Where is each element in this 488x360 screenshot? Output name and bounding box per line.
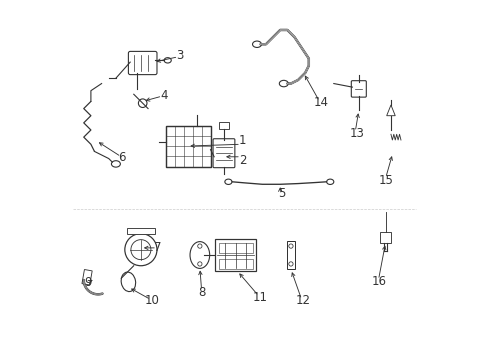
Text: 4: 4: [160, 89, 167, 102]
Circle shape: [288, 262, 292, 266]
Circle shape: [197, 244, 202, 248]
Text: 14: 14: [313, 96, 328, 109]
Polygon shape: [386, 105, 394, 116]
Text: 15: 15: [378, 174, 393, 186]
FancyBboxPatch shape: [128, 51, 157, 75]
Text: 1: 1: [239, 134, 246, 147]
Bar: [165, 126, 210, 167]
Ellipse shape: [121, 272, 135, 292]
Circle shape: [124, 234, 157, 266]
Text: 16: 16: [371, 275, 386, 288]
Bar: [380, 232, 390, 243]
Text: 8: 8: [198, 286, 205, 299]
Text: 7: 7: [154, 241, 162, 255]
Ellipse shape: [190, 242, 209, 269]
Text: 11: 11: [253, 291, 267, 304]
Ellipse shape: [279, 80, 287, 87]
Bar: [218, 243, 252, 253]
Text: 9: 9: [84, 276, 92, 289]
Bar: [286, 241, 295, 269]
Text: 10: 10: [144, 294, 160, 307]
Text: 3: 3: [176, 49, 183, 62]
Text: 12: 12: [295, 294, 310, 307]
Ellipse shape: [252, 41, 261, 48]
Bar: [126, 228, 155, 234]
Bar: [82, 270, 92, 285]
Text: 2: 2: [239, 154, 246, 167]
Text: 5: 5: [278, 187, 285, 200]
Bar: [218, 258, 252, 269]
Circle shape: [197, 262, 202, 266]
Bar: [218, 122, 229, 129]
Bar: [215, 239, 256, 271]
Circle shape: [131, 240, 151, 260]
FancyBboxPatch shape: [350, 81, 366, 97]
Bar: [165, 126, 210, 167]
Circle shape: [288, 244, 292, 248]
FancyBboxPatch shape: [213, 139, 234, 168]
Text: 13: 13: [349, 127, 364, 140]
Text: 6: 6: [118, 151, 126, 165]
